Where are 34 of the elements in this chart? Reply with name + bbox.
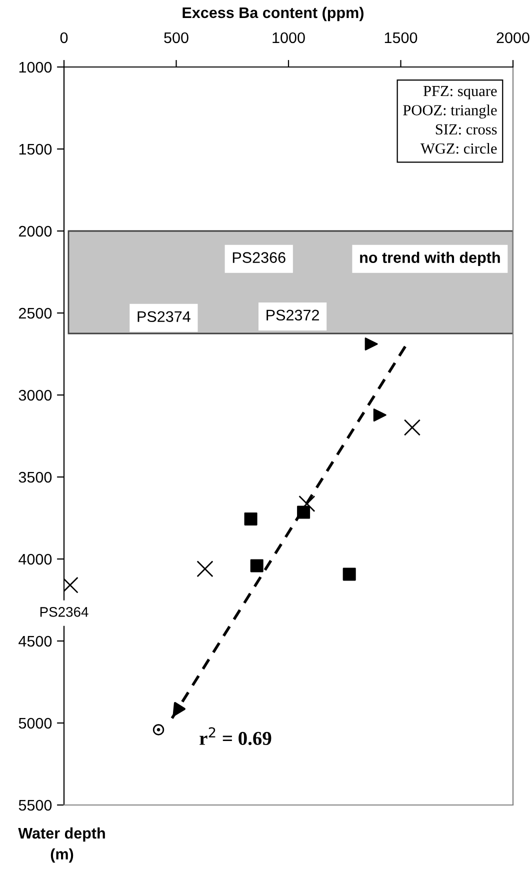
x-axis-title: Excess Ba content (ppm) [182,6,364,22]
point [244,512,258,526]
point [152,724,164,736]
y-tick-label: 5500 [18,800,52,811]
annotation: PFZ: square POOZ: triangle SIZ: cross WGZ: circle [403,86,497,154]
x-tick-label: 0 [60,32,68,44]
point [250,559,264,572]
y-tick-label: 5000 [18,718,52,729]
x-tick-label: 1000 [272,32,305,44]
point [196,560,214,578]
annotation: no trend with depth [360,252,500,266]
point [373,408,386,422]
point [364,337,378,350]
x-tick-label: 2000 [496,32,530,44]
x-tick-label: 500 [164,32,188,44]
annotation: PS2366 [232,252,286,263]
y-tick-label: 1500 [19,144,52,155]
annotation: PS2364 [40,607,88,617]
y-axis-title: Water depth (m) [18,827,105,863]
annotation: r$^{2}$ = 0.69 [200,727,272,746]
y-tick-label: 1000 [19,62,52,73]
y-tick-label: 4000 [18,554,52,565]
y-tick-label: 2000 [18,226,52,237]
y-tick-label: 3000 [18,390,52,401]
point [404,419,420,436]
y-tick-label: 2500 [18,308,52,319]
point [297,506,310,519]
y-tick-label: 3500 [18,472,52,483]
y-tick-label: 4500 [18,636,52,647]
point [298,495,316,512]
x-tick-label: 1500 [384,32,418,44]
annotation: PS2372 [266,310,319,321]
point [342,568,356,581]
annotation: PS2374 [138,311,190,322]
